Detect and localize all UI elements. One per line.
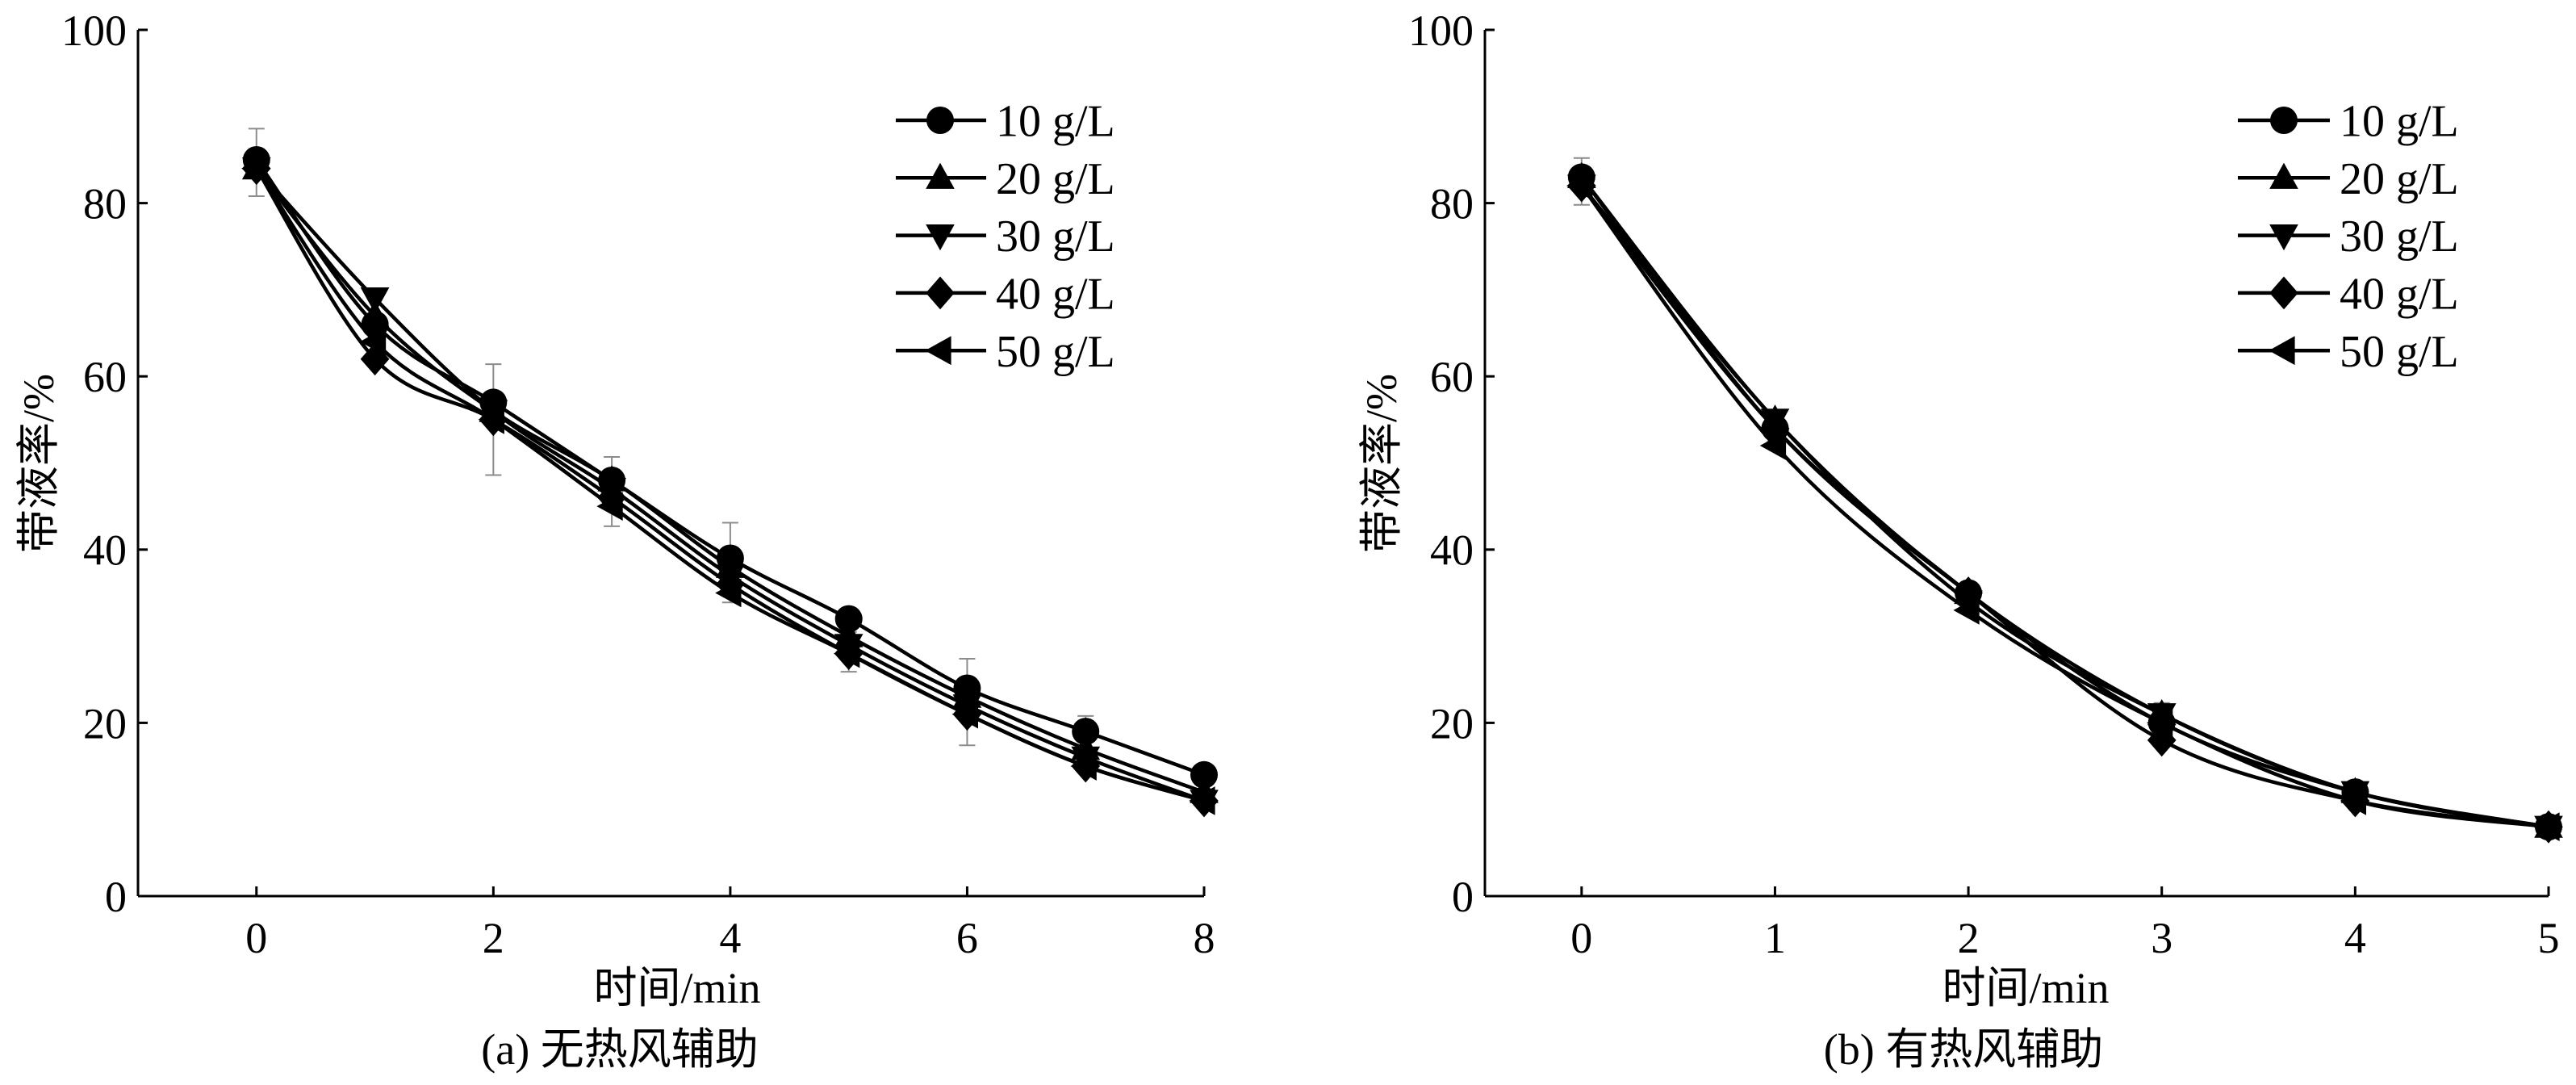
chart-a-series-line-3 — [255, 167, 1205, 803]
chart-b-point-s4-3 — [2147, 723, 2177, 757]
chart-a-point-s5-7 — [1070, 752, 1097, 781]
legend-item: 10 g/L — [896, 97, 1115, 147]
legend-item: 50 g/L — [896, 327, 1115, 377]
legend-item: 20 g/L — [2238, 154, 2459, 204]
chart-a-point-s5-0 — [241, 153, 268, 183]
chart-a-legend: 10 g/L 20 g/L 30 g/L 40 g/L 50 g/L — [896, 97, 1115, 377]
chart-b-y-tick-label: 20 — [1430, 699, 1474, 748]
legend-label: 40 g/L — [996, 270, 1115, 320]
legend-label: 40 g/L — [2340, 270, 2459, 320]
legend-marker-triangle-up — [926, 162, 955, 189]
chart-b-x-tick-label: 5 — [2538, 914, 2560, 962]
chart-b-y-tick-label: 80 — [1430, 180, 1474, 228]
chart-a-y-tick-label: 100 — [61, 6, 127, 55]
legend-label: 10 g/L — [996, 97, 1115, 147]
chart-a-point-s5-1 — [359, 327, 387, 357]
legend-marker-triangle-left — [925, 336, 951, 366]
chart-a-x-axis-label: 时间/min — [593, 964, 760, 1012]
chart-a-series-line-5 — [254, 167, 1205, 803]
chart-a-x-tick-label: 6 — [956, 914, 978, 962]
chart-b-y-tick-label: 40 — [1430, 526, 1474, 575]
chart-b-x-tick-label: 3 — [2151, 914, 2172, 962]
chart-a-y-tick-label: 80 — [83, 180, 127, 228]
legend-marker-circle — [2270, 107, 2298, 134]
legend-item: 30 g/L — [2238, 212, 2459, 262]
chart-a-x-tick-label: 8 — [1194, 914, 1215, 962]
legend-item: 40 g/L — [896, 270, 1115, 320]
legend-marker-diamond — [926, 276, 955, 310]
chart-b-y-axis-label: 带液率/% — [1357, 374, 1406, 553]
chart-a-y-tick-label: 60 — [83, 353, 127, 401]
chart-a-caption: (a) 无热风辅助 — [481, 1025, 758, 1074]
chart-b-point-s5-5 — [2533, 812, 2560, 841]
legend-label: 20 g/L — [996, 154, 1115, 204]
chart-a-x-tick-label: 0 — [245, 914, 267, 962]
chart-a-point-s5-3 — [596, 492, 623, 521]
legend-marker-triangle-left — [2269, 336, 2295, 366]
legend-item: 10 g/L — [2238, 97, 2459, 147]
chart-a-y-axis-label: 带液率/% — [15, 374, 63, 553]
chart-b-x-axis-label: 时间/min — [1942, 964, 2109, 1012]
chart-a: 0 20 40 60 80 100 0 2 4 6 8 10 g/L 20 g/L 30 g/L 40 g/… — [61, 6, 1219, 962]
chart-a-point-s5-6 — [951, 699, 978, 729]
legend-marker-diamond — [2269, 276, 2298, 310]
chart-a-point-s2-1 — [360, 300, 390, 327]
legend-item: 50 g/L — [2238, 327, 2459, 377]
legend-marker-triangle-up — [2269, 162, 2298, 189]
legend-marker-triangle-down — [926, 224, 955, 251]
chart-a-y-tick-label: 20 — [83, 699, 127, 748]
chart-b-point-s5-1 — [1759, 431, 1787, 460]
chart-a-point-s1-5 — [834, 605, 863, 633]
chart-a-series-line-2 — [255, 167, 1205, 794]
chart-a-point-s1-8 — [1190, 760, 1218, 789]
chart-a-point-s3-1 — [360, 287, 390, 314]
chart-a-x-tick-label: 4 — [719, 914, 741, 962]
chart-b-point-s5-3 — [2147, 708, 2173, 738]
chart-b-x-tick-label: 2 — [1958, 914, 1980, 962]
chart-a-point-s5-2 — [478, 405, 504, 434]
legend-label: 30 g/L — [2340, 212, 2459, 262]
chart-a-y-tick-label: 40 — [83, 526, 127, 575]
chart-a-series-line-4 — [254, 167, 1205, 803]
legend-label: 10 g/L — [2340, 97, 2459, 147]
chart-a-y-tick-label: 0 — [105, 873, 127, 921]
chart-b-y-tick-label: 100 — [1408, 6, 1474, 55]
chart-b-x-tick-label: 4 — [2344, 914, 2366, 962]
chart-a-point-s5-5 — [834, 639, 860, 668]
chart-a-x-tick-label: 2 — [483, 914, 504, 962]
legend-item: 40 g/L — [2238, 270, 2459, 320]
chart-b-point-s5-0 — [1566, 171, 1593, 200]
chart-b-y-tick-label: 0 — [1452, 873, 1474, 921]
legend-item: 20 g/L — [896, 154, 1115, 204]
legend-label: 30 g/L — [996, 212, 1115, 262]
chart-a-point-s5-4 — [715, 578, 742, 608]
legend-item: 30 g/L — [896, 212, 1115, 262]
legend-label: 50 g/L — [996, 327, 1115, 377]
chart-b-legend: 10 g/L 20 g/L 30 g/L 40 g/L 50 g/L — [2238, 97, 2459, 377]
chart-b-point-s5-2 — [1953, 596, 1980, 625]
chart-b-point-s5-4 — [2340, 786, 2366, 815]
legend-label: 50 g/L — [2340, 327, 2459, 377]
legend-label: 20 g/L — [2340, 154, 2459, 204]
chart-a-series-line-1 — [254, 158, 1205, 777]
chart-a-point-s1-7 — [1072, 718, 1100, 746]
chart-b: 0 20 40 60 80 100 0 1 2 3 4 5 10 g/L 20 g/L 30 g/L 40 g… — [1408, 6, 2563, 962]
chart-b-x-tick-label: 1 — [1764, 914, 1786, 962]
legend-marker-circle — [926, 107, 954, 134]
chart-b-y-tick-label: 60 — [1430, 353, 1474, 401]
legend-marker-triangle-down — [2269, 224, 2298, 251]
chart-b-x-tick-label: 0 — [1570, 914, 1592, 962]
chart-a-point-s5-8 — [1189, 786, 1215, 815]
chart-b-caption: (b) 有热风辅助 — [1824, 1025, 2103, 1074]
